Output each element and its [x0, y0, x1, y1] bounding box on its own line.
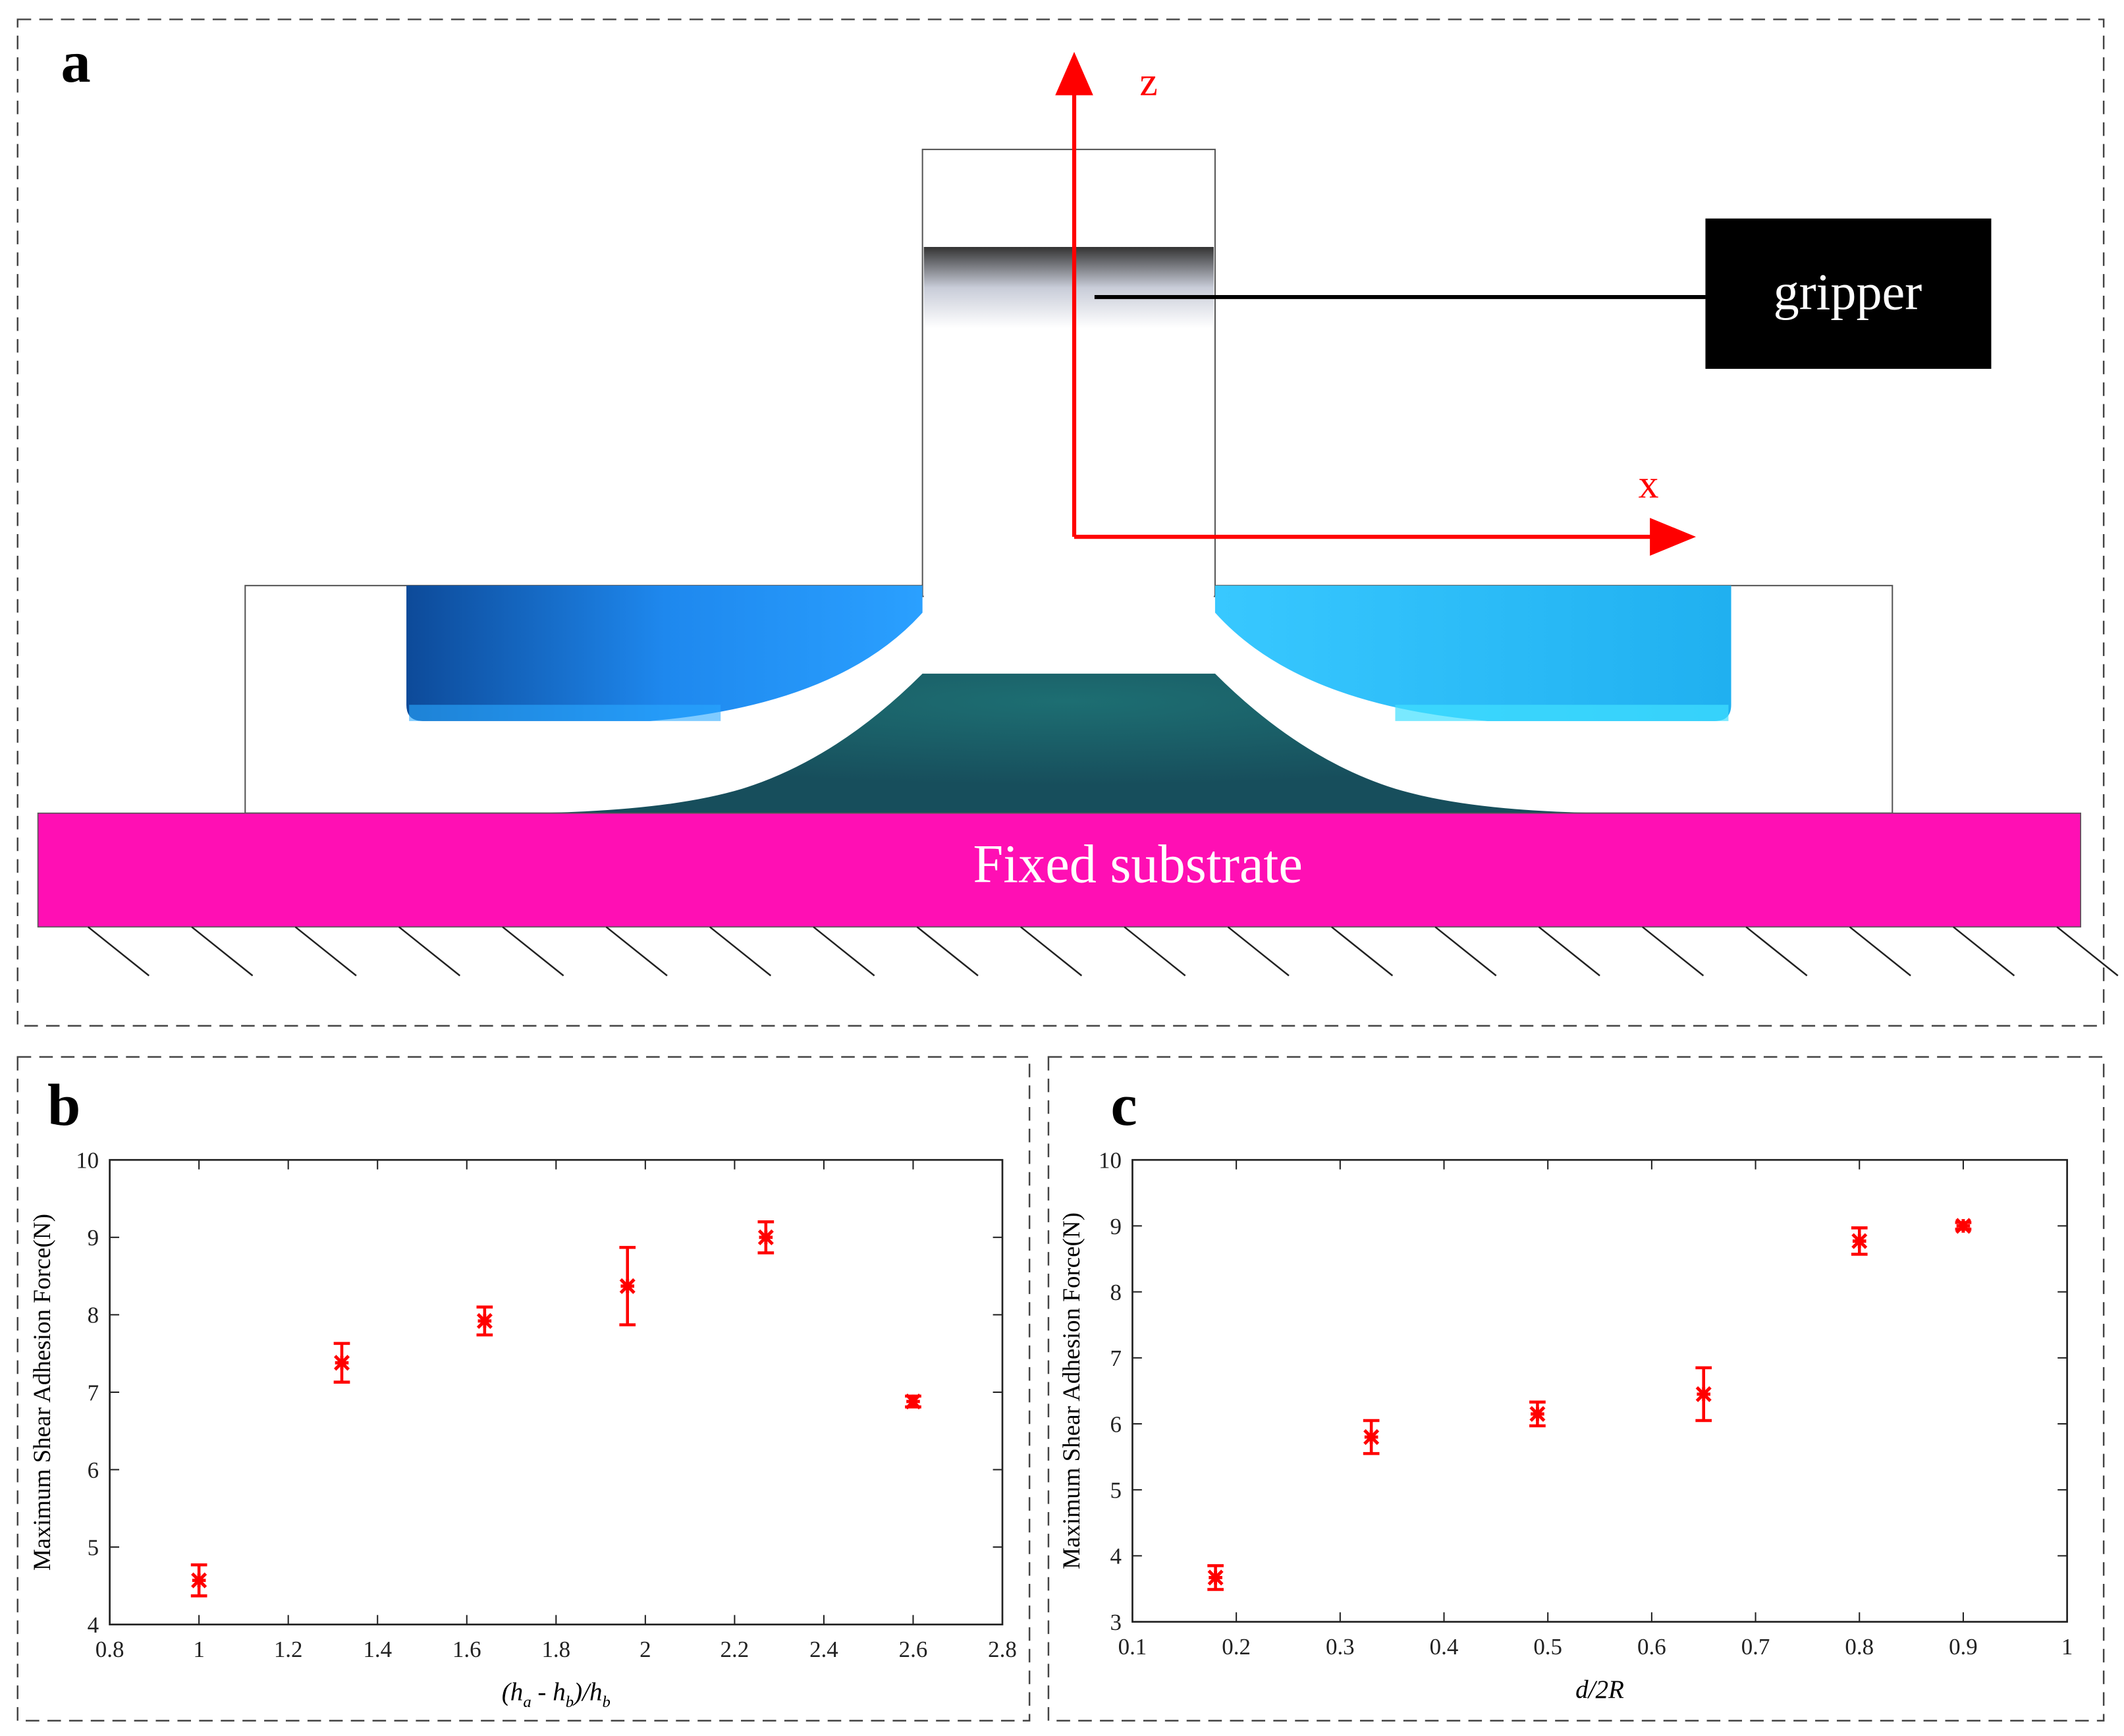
x-tick-label: 1 [2061, 1634, 2073, 1660]
x-axis-label-part: b [602, 1693, 610, 1711]
y-tick-label: 10 [76, 1148, 99, 1174]
x-axis-label-part: (h [502, 1678, 524, 1706]
hatch-line [916, 926, 979, 977]
hatch-line [605, 926, 668, 977]
hatch-line [709, 926, 772, 977]
y-tick-label: 8 [88, 1303, 99, 1328]
hatch-line [813, 926, 875, 977]
hatch-line [1124, 926, 1186, 977]
y-tick-label: 7 [88, 1380, 99, 1405]
hatch-line [1227, 926, 1290, 977]
hatch-line [1020, 926, 1083, 977]
hatch-line [1538, 926, 1600, 977]
x-tick-label: 0.1 [1118, 1634, 1147, 1660]
hatch-line [502, 926, 564, 977]
x-tick-label: 2.2 [721, 1637, 749, 1662]
x-axis-label-part: b [566, 1693, 574, 1711]
hatch-line [1953, 926, 2015, 977]
panel-frames [16, 18, 2105, 1722]
point [1207, 1569, 1224, 1586]
x-tick-label: 1 [193, 1637, 204, 1662]
hatch-line [398, 926, 461, 977]
diagram: Fixed substrate gripper z x [37, 51, 2119, 977]
x-tick-label: 0.7 [1741, 1634, 1770, 1660]
gripper-label: gripper [1774, 263, 1922, 321]
point [1695, 1386, 1712, 1402]
x-axis-label-part: )/h [572, 1678, 602, 1706]
x-axis-label: d/2R [1575, 1675, 1624, 1704]
y-tick-label: 3 [1110, 1610, 1122, 1635]
x-tick-label: 0.8 [1845, 1634, 1874, 1660]
y-tick-label: 5 [1110, 1478, 1122, 1504]
y-tick-label: 9 [1110, 1214, 1122, 1239]
x-tick-label: 0.2 [1222, 1634, 1251, 1660]
x-tick-label: 0.6 [1637, 1634, 1666, 1660]
x-axis-label-part: - h [531, 1678, 566, 1706]
y-tick-label: 4 [1110, 1544, 1122, 1569]
x-axis-label-part: a [523, 1693, 531, 1711]
y-tick-label: 8 [1110, 1280, 1122, 1305]
point [619, 1278, 636, 1294]
plot-frame [1131, 1158, 2068, 1623]
panel-label: b [47, 1071, 80, 1138]
hatch-line [1745, 926, 1808, 977]
x-tick-label: 2.4 [809, 1637, 838, 1662]
panel-label: a [61, 28, 91, 95]
hatch-line [2056, 926, 2119, 977]
y-tick-label: 6 [88, 1457, 99, 1483]
point [1529, 1405, 1546, 1423]
y-tick-label: 4 [88, 1612, 99, 1638]
x-axis-label-part: d/2R [1575, 1675, 1624, 1704]
y-axis-label: Maximum Shear Adhesion Force(N) [29, 1214, 56, 1571]
point [1363, 1429, 1380, 1446]
x-tick-label: 2.8 [988, 1637, 1017, 1662]
hatch-line [1434, 926, 1497, 977]
point [757, 1229, 774, 1245]
axis-label: x [1639, 462, 1659, 506]
x-axis-label: (ha - hb)/hb [502, 1678, 611, 1711]
x-tick-label: 1.4 [363, 1637, 392, 1662]
x-tick-label: 1.6 [452, 1637, 481, 1662]
x-tick-label: 0.3 [1326, 1634, 1355, 1660]
point [476, 1313, 493, 1329]
hatch-line [87, 926, 150, 977]
x-tick-label: 2.6 [899, 1637, 928, 1662]
x-tick-label: 0.4 [1430, 1634, 1459, 1660]
axis-label: z [1139, 60, 1157, 105]
hatch-line [1331, 926, 1394, 977]
substrate-label: Fixed substrate [973, 834, 1302, 894]
x-tick-label: 1.2 [274, 1637, 303, 1662]
x-tick-label: 0.8 [95, 1637, 124, 1662]
point [1955, 1218, 1971, 1234]
point [333, 1355, 350, 1371]
plot-frame [109, 1158, 1004, 1626]
point [1851, 1233, 1868, 1249]
y-tick-label: 9 [88, 1225, 99, 1251]
x-tick-label: 0.5 [1533, 1634, 1562, 1660]
x-tick-label: 1.8 [541, 1637, 570, 1662]
y-tick-label: 7 [1110, 1345, 1122, 1371]
hatch-line [191, 926, 254, 977]
hatch-line [1642, 926, 1704, 977]
x-tick-label: 0.9 [1949, 1634, 1978, 1660]
hatch-line [294, 926, 357, 977]
y-tick-label: 10 [1099, 1148, 1122, 1174]
panel-label: c [1111, 1071, 1137, 1138]
x-tick-label: 2 [640, 1637, 651, 1662]
y-tick-label: 5 [88, 1534, 99, 1560]
y-tick-label: 6 [1110, 1411, 1122, 1437]
point [191, 1572, 207, 1588]
y-axis-label: Maximum Shear Adhesion Force(N) [1058, 1212, 1085, 1569]
hatch-line [1849, 926, 1911, 977]
point [905, 1394, 921, 1410]
